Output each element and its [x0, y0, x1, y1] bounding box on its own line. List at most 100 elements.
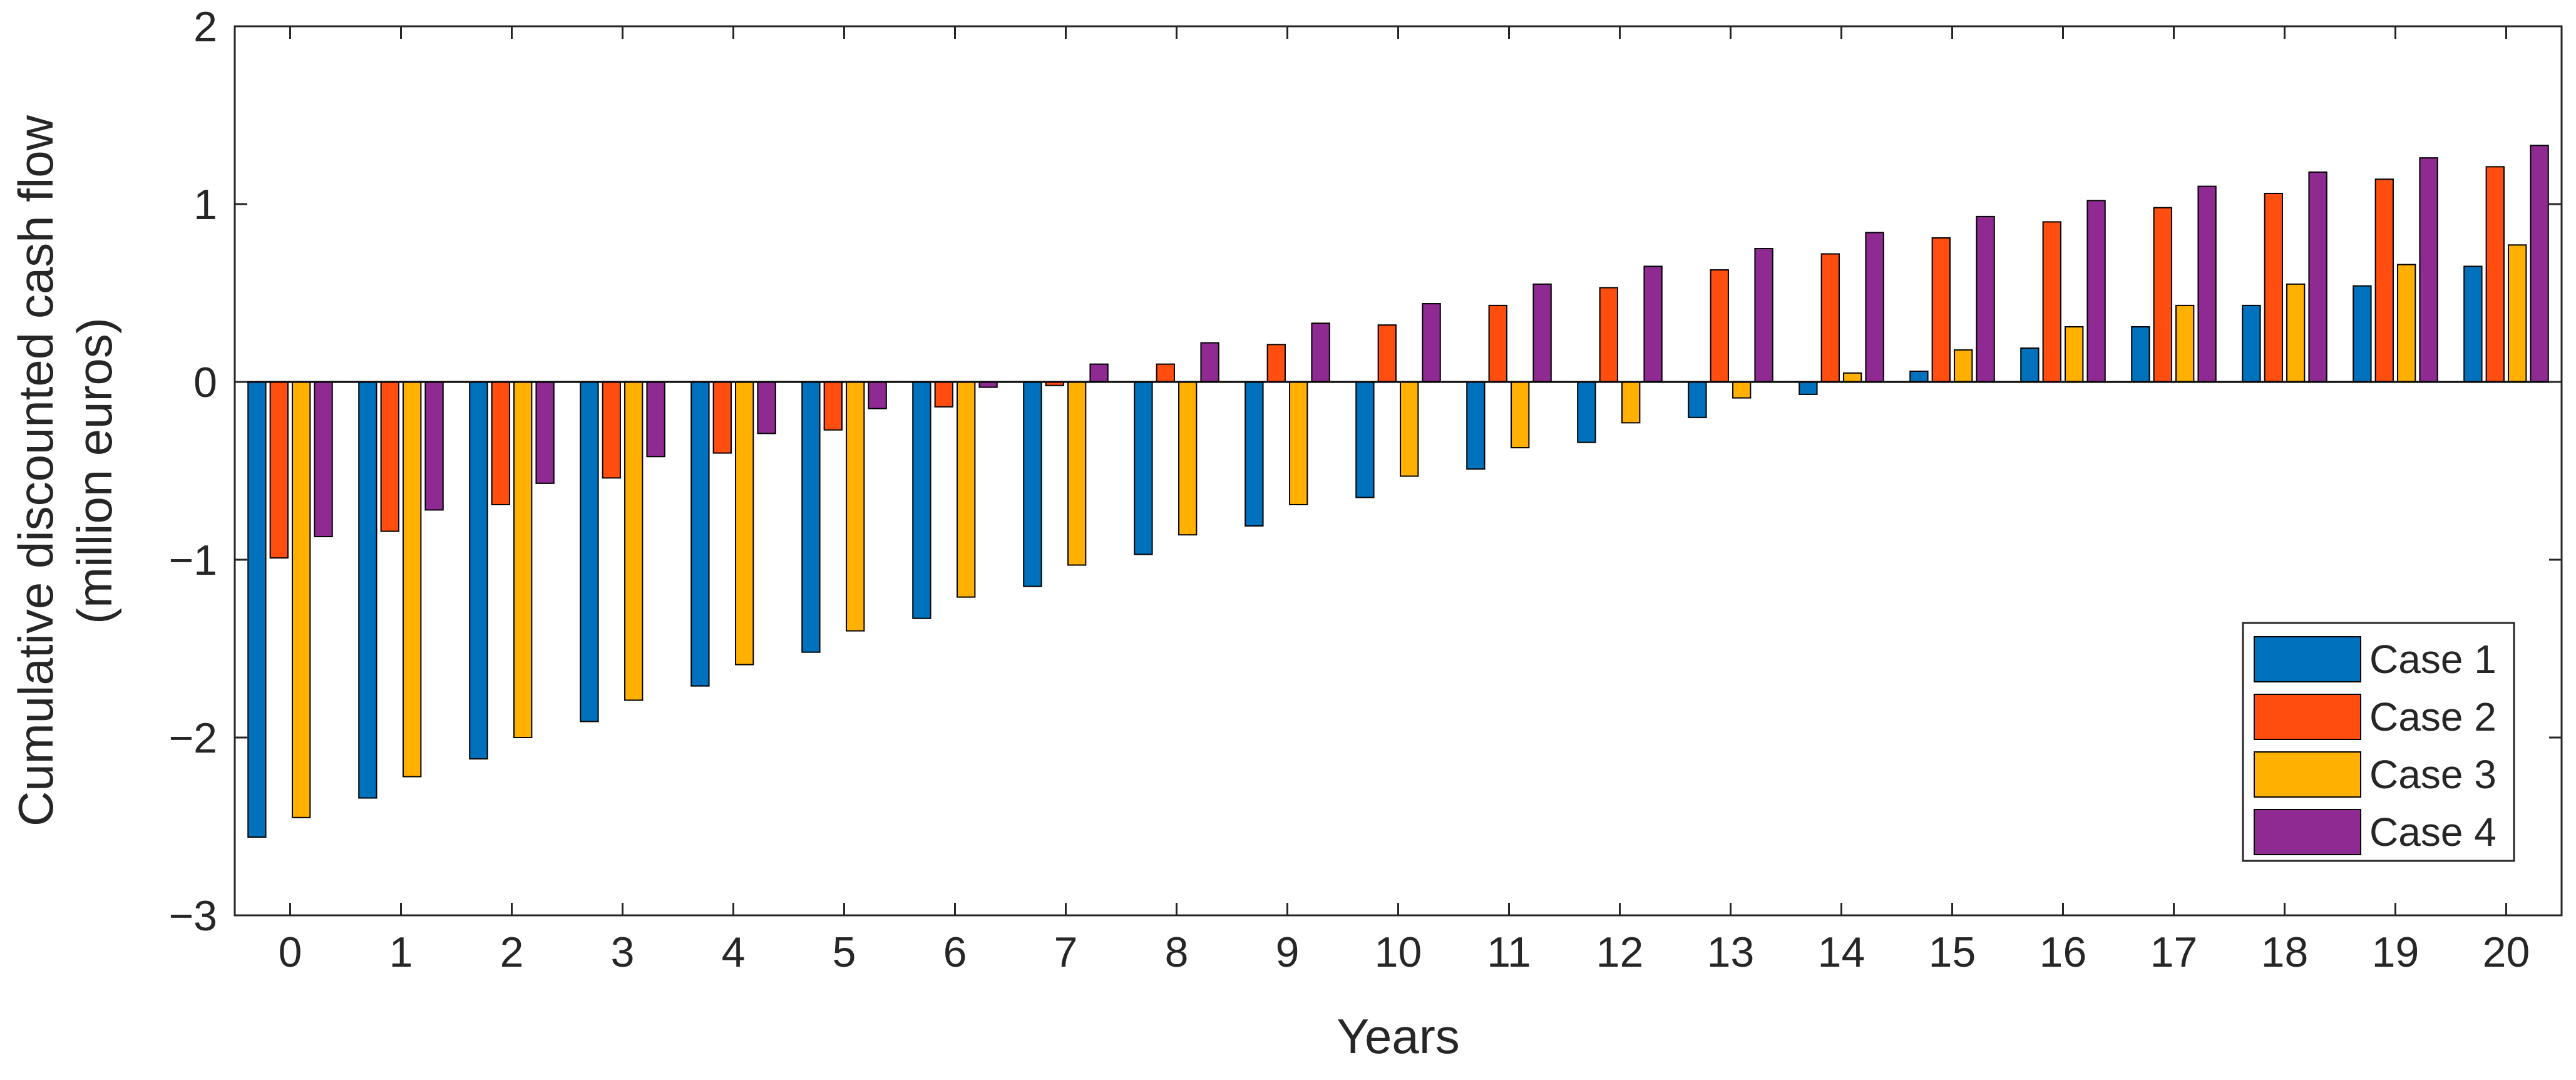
- bar-case-2-year-2: [491, 381, 510, 505]
- bar-case-4-year-18: [2308, 171, 2327, 383]
- bar-case-4-year-0: [314, 381, 333, 538]
- bar-case-1-year-3: [580, 381, 599, 723]
- bar-case-3-year-2: [513, 381, 533, 738]
- legend-label-case-3: Case 3: [2369, 752, 2496, 797]
- legend: Case 1 Case 2 Case 3 Case 4: [2242, 622, 2515, 862]
- bar-case-1-year-11: [1466, 381, 1486, 470]
- bar-case-2-year-14: [1820, 253, 1840, 383]
- x-tick-label: 19: [2372, 928, 2419, 976]
- bar-case-2-year-20: [2485, 166, 2505, 383]
- bar-case-3-year-13: [1732, 381, 1752, 399]
- x-tick-label: 0: [279, 928, 302, 976]
- x-tick-label: 1: [389, 928, 413, 976]
- bar-case-1-year-14: [1799, 381, 1818, 395]
- bar-case-1-year-7: [1023, 381, 1042, 587]
- bar-case-3-year-20: [2508, 244, 2527, 383]
- bar-case-4-year-16: [2086, 200, 2106, 383]
- bar-case-1-year-2: [469, 381, 488, 760]
- bar-case-3-year-18: [2286, 283, 2306, 383]
- bar-case-1-year-9: [1244, 381, 1264, 527]
- bar-case-3-year-14: [1843, 372, 1862, 383]
- y-axis-title-line-2: (million euros): [67, 317, 122, 624]
- x-tick-label: 12: [1596, 928, 1644, 976]
- x-axis-title: Years: [1337, 1009, 1460, 1064]
- legend-label-case-1: Case 1: [2369, 637, 2496, 682]
- bar-case-1-year-19: [2353, 285, 2372, 383]
- bar-case-3-year-8: [1178, 381, 1198, 536]
- bar-case-3-year-12: [1621, 381, 1641, 424]
- x-tick-label: 9: [1276, 928, 1300, 976]
- bar-case-1-year-1: [358, 381, 377, 799]
- bar-case-1-year-13: [1688, 381, 1707, 418]
- x-tick-label: 15: [1929, 928, 1976, 976]
- legend-label-case-4: Case 4: [2369, 810, 2496, 855]
- bar-case-1-year-16: [2020, 347, 2040, 383]
- bars-layer: [247, 145, 2549, 838]
- x-tick-label: 4: [722, 928, 746, 976]
- bar-case-2-year-0: [269, 381, 289, 559]
- legend-swatch-case-2: [2254, 694, 2361, 740]
- bar-case-2-year-9: [1266, 344, 1286, 383]
- bar-case-4-year-12: [1643, 265, 1663, 383]
- x-tick-label: 2: [500, 928, 524, 976]
- bar-case-1-year-0: [247, 381, 267, 838]
- bar-case-1-year-20: [2463, 265, 2483, 383]
- bar-case-1-year-12: [1577, 381, 1596, 443]
- bar-case-4-year-8: [1200, 342, 1219, 383]
- bar-case-4-year-9: [1311, 322, 1330, 383]
- bar-case-3-year-17: [2175, 304, 2195, 383]
- x-tick-label: 20: [2483, 928, 2530, 976]
- bar-case-1-year-10: [1355, 381, 1375, 498]
- bar-case-2-year-8: [1156, 363, 1175, 383]
- bar-case-4-year-7: [1089, 363, 1109, 383]
- x-tick-label: 11: [1487, 928, 1531, 976]
- y-tick-label: 2: [193, 3, 217, 51]
- bar-case-2-year-6: [934, 381, 953, 408]
- bar-case-4-year-5: [868, 381, 887, 409]
- bar-case-3-year-6: [957, 381, 976, 598]
- bar-case-2-year-17: [2153, 207, 2172, 383]
- bar-case-3-year-15: [1954, 349, 1973, 383]
- bar-case-3-year-3: [624, 381, 644, 701]
- x-tick-label: 18: [2261, 928, 2309, 976]
- bar-case-4-year-14: [1865, 232, 1884, 383]
- bar-case-2-year-13: [1710, 269, 1729, 383]
- y-tick-label: −2: [168, 714, 217, 762]
- x-tick-label: 14: [1818, 928, 1865, 976]
- bar-case-1-year-4: [690, 381, 710, 687]
- y-tick-label: 1: [193, 181, 217, 229]
- bar-case-2-year-16: [2042, 221, 2061, 383]
- legend-swatch-case-1: [2254, 636, 2361, 682]
- bar-case-4-year-3: [646, 381, 665, 458]
- bar-case-4-year-2: [535, 381, 555, 484]
- bar-case-4-year-13: [1754, 248, 1773, 383]
- legend-swatch-case-3: [2254, 751, 2361, 798]
- bar-case-2-year-3: [602, 381, 621, 479]
- legend-swatch-case-4: [2254, 809, 2361, 855]
- y-axis-title: Cumulative discounted cash flow: [8, 115, 63, 826]
- bar-case-4-year-20: [2530, 145, 2549, 383]
- bar-case-1-year-8: [1134, 381, 1153, 555]
- bar-case-4-year-11: [1532, 283, 1552, 383]
- bar-case-3-year-5: [846, 381, 865, 632]
- bar-case-2-year-5: [823, 381, 843, 431]
- bar-case-4-year-10: [1422, 303, 1441, 383]
- bar-case-2-year-12: [1599, 287, 1618, 383]
- bar-case-1-year-6: [912, 381, 931, 619]
- bar-case-2-year-11: [1488, 304, 1507, 383]
- x-tick-label: 3: [611, 928, 635, 976]
- y-tick-label: −1: [168, 537, 217, 584]
- bar-case-3-year-11: [1511, 381, 1530, 449]
- bar-case-1-year-18: [2242, 304, 2261, 383]
- bar-case-2-year-19: [2374, 178, 2394, 383]
- x-tick-label: 10: [1375, 928, 1422, 976]
- bar-case-2-year-4: [712, 381, 732, 454]
- bar-case-2-year-15: [1931, 237, 1951, 383]
- bar-case-2-year-1: [380, 381, 399, 532]
- bar-case-3-year-19: [2397, 264, 2416, 383]
- bar-case-4-year-4: [757, 381, 776, 435]
- x-tick-label: 17: [2150, 928, 2198, 976]
- bar-case-1-year-17: [2131, 326, 2150, 383]
